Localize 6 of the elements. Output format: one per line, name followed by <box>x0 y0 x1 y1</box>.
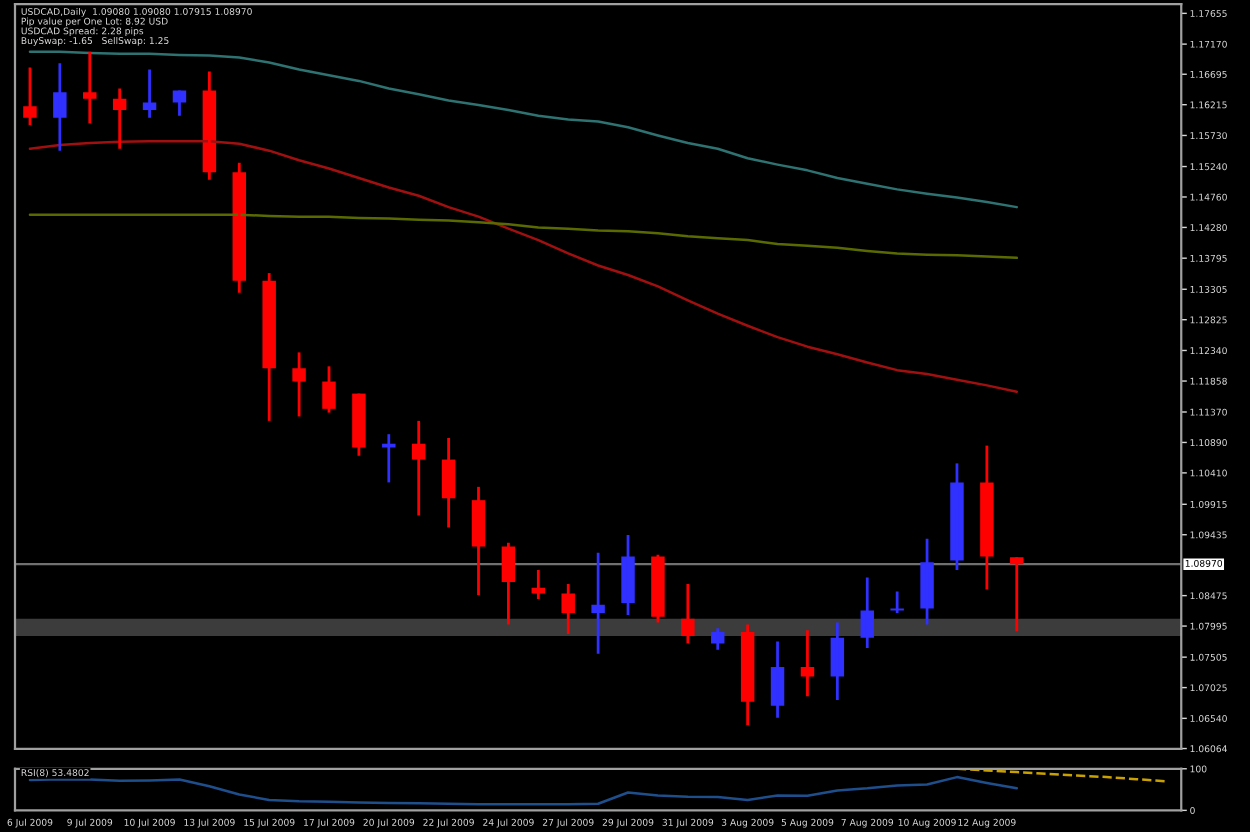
line-series <box>28 50 1019 209</box>
candlestick <box>23 66 37 127</box>
line-series <box>28 213 1019 260</box>
candlestick <box>920 537 934 626</box>
line-series <box>28 139 1019 393</box>
candlestick <box>292 350 306 418</box>
